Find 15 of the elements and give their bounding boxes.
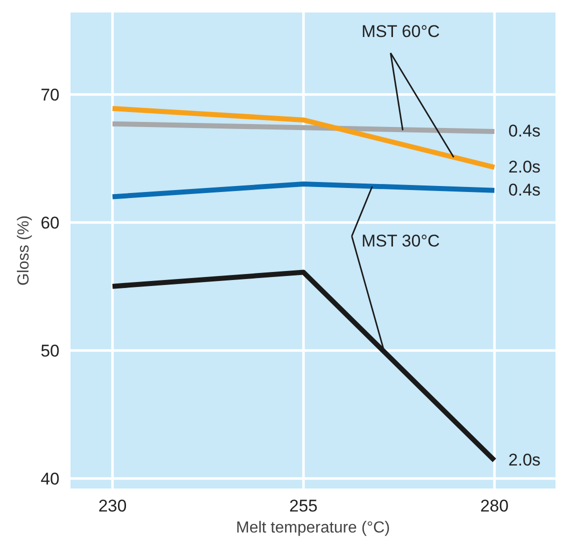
x-axis-title: Melt temperature (°C) (236, 520, 390, 536)
y-tick-label: 40 (40, 469, 60, 488)
annotation: MST 30°C (362, 232, 440, 250)
x-tick-label: 255 (289, 496, 318, 516)
y-tick-label: 60 (40, 213, 60, 232)
y-axis-title: Gloss (%) (16, 215, 33, 286)
series-label: 2.0s (508, 450, 541, 470)
x-tick-label: 280 (480, 496, 509, 516)
x-tick-label: 230 (98, 496, 127, 516)
y-tick-label: 70 (40, 85, 60, 104)
series-label: 0.4s (508, 122, 541, 140)
series-label: 0.4s (508, 180, 541, 200)
annotation: MST 60°C (362, 22, 440, 42)
series-label: 2.0s (508, 157, 541, 176)
y-tick-label: 50 (40, 341, 60, 360)
